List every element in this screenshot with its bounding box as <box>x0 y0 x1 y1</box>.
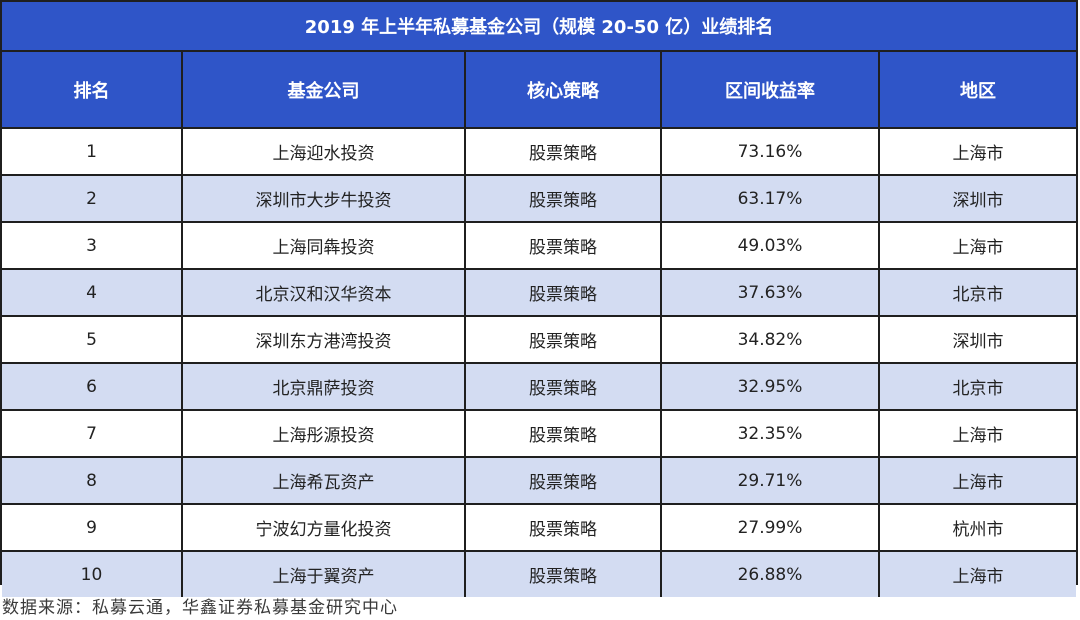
cell-return: 29.71% <box>660 456 880 505</box>
cell-rank: 7 <box>2 409 183 458</box>
data-source-note: 数据来源：私募云通，华鑫证券私募基金研究中心 <box>2 598 398 618</box>
cell-return: 34.82% <box>660 315 880 364</box>
cell-strategy: 股票策略 <box>464 550 662 597</box>
cell-return: 37.63% <box>660 268 880 317</box>
cell-return: 27.99% <box>660 503 880 552</box>
header-strategy: 核心策略 <box>464 52 662 129</box>
cell-return: 49.03% <box>660 221 880 270</box>
cell-strategy: 股票策略 <box>464 127 662 176</box>
cell-region: 上海市 <box>878 550 1076 597</box>
cell-strategy: 股票策略 <box>464 362 662 411</box>
cell-region: 上海市 <box>878 127 1076 176</box>
table-row: 3 上海同犇投资 股票策略 49.03% 上海市 <box>2 221 1076 270</box>
cell-region: 杭州市 <box>878 503 1076 552</box>
cell-company: 宁波幻方量化投资 <box>181 503 466 552</box>
cell-region: 北京市 <box>878 268 1076 317</box>
cell-rank: 3 <box>2 221 183 270</box>
table-title: 2019 年上半年私募基金公司（规模 20-50 亿）业绩排名 <box>2 2 1076 52</box>
cell-rank: 4 <box>2 268 183 317</box>
cell-region: 上海市 <box>878 456 1076 505</box>
cell-strategy: 股票策略 <box>464 503 662 552</box>
cell-region: 深圳市 <box>878 174 1076 223</box>
cell-rank: 6 <box>2 362 183 411</box>
cell-rank: 9 <box>2 503 183 552</box>
table-row: 8 上海希瓦资产 股票策略 29.71% 上海市 <box>2 456 1076 505</box>
cell-region: 北京市 <box>878 362 1076 411</box>
cell-return: 32.95% <box>660 362 880 411</box>
cell-company: 北京汉和汉华资本 <box>181 268 466 317</box>
cell-strategy: 股票策略 <box>464 268 662 317</box>
table-row: 9 宁波幻方量化投资 股票策略 27.99% 杭州市 <box>2 503 1076 552</box>
cell-company: 北京鼎萨投资 <box>181 362 466 411</box>
table-header-row: 排名 基金公司 核心策略 区间收益率 地区 <box>2 52 1076 129</box>
cell-region: 上海市 <box>878 409 1076 458</box>
cell-rank: 10 <box>2 550 183 597</box>
cell-return: 26.88% <box>660 550 880 597</box>
header-rank: 排名 <box>2 52 183 129</box>
cell-return: 32.35% <box>660 409 880 458</box>
table-row: 10 上海于翼资产 股票策略 26.88% 上海市 <box>2 550 1076 597</box>
header-region: 地区 <box>878 52 1076 129</box>
header-return: 区间收益率 <box>660 52 880 129</box>
cell-company: 深圳市大步牛投资 <box>181 174 466 223</box>
cell-rank: 2 <box>2 174 183 223</box>
cell-company: 深圳东方港湾投资 <box>181 315 466 364</box>
cell-rank: 1 <box>2 127 183 176</box>
cell-return: 73.16% <box>660 127 880 176</box>
cell-strategy: 股票策略 <box>464 409 662 458</box>
cell-rank: 5 <box>2 315 183 364</box>
cell-strategy: 股票策略 <box>464 174 662 223</box>
table-row: 5 深圳东方港湾投资 股票策略 34.82% 深圳市 <box>2 315 1076 364</box>
table-row: 4 北京汉和汉华资本 股票策略 37.63% 北京市 <box>2 268 1076 317</box>
table-row: 7 上海彤源投资 股票策略 32.35% 上海市 <box>2 409 1076 458</box>
table-row: 2 深圳市大步牛投资 股票策略 63.17% 深圳市 <box>2 174 1076 223</box>
cell-company: 上海彤源投资 <box>181 409 466 458</box>
cell-region: 上海市 <box>878 221 1076 270</box>
ranking-table-container: 2019 年上半年私募基金公司（规模 20-50 亿）业绩排名 排名 基金公司 … <box>0 0 1078 597</box>
cell-rank: 8 <box>2 456 183 505</box>
ranking-table: 排名 基金公司 核心策略 区间收益率 地区 1 上海迎水投资 股票策略 73.1… <box>2 52 1076 597</box>
table-row: 6 北京鼎萨投资 股票策略 32.95% 北京市 <box>2 362 1076 411</box>
cell-company: 上海于翼资产 <box>181 550 466 597</box>
cell-company: 上海同犇投资 <box>181 221 466 270</box>
cell-strategy: 股票策略 <box>464 315 662 364</box>
cell-strategy: 股票策略 <box>464 456 662 505</box>
cell-strategy: 股票策略 <box>464 221 662 270</box>
cell-region: 深圳市 <box>878 315 1076 364</box>
header-company: 基金公司 <box>181 52 466 129</box>
table-row: 1 上海迎水投资 股票策略 73.16% 上海市 <box>2 127 1076 176</box>
cell-return: 63.17% <box>660 174 880 223</box>
cell-company: 上海希瓦资产 <box>181 456 466 505</box>
cell-company: 上海迎水投资 <box>181 127 466 176</box>
